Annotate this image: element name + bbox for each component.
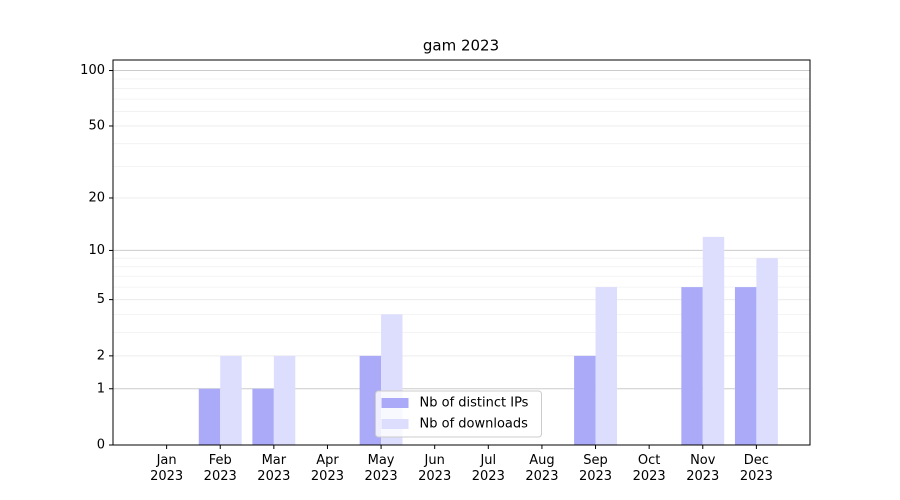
legend-box <box>375 390 542 438</box>
x-tick-label: Sep 2023 <box>578 453 613 484</box>
x-tick-label: May 2023 <box>364 453 398 484</box>
bar <box>273 355 296 445</box>
y-tick-label: 20 <box>88 190 105 205</box>
chart-title: gam 2023 <box>423 37 499 55</box>
bar <box>756 258 778 445</box>
y-tick-label: 10 <box>88 243 105 258</box>
x-tick-label: Aug 2023 <box>525 453 559 484</box>
bar <box>198 388 221 445</box>
plot-frame <box>112 59 811 446</box>
bar <box>681 287 703 445</box>
bar <box>574 355 596 445</box>
y-tick-label: 100 <box>80 63 105 78</box>
x-tick-label: Dec 2023 <box>739 453 773 484</box>
x-tick-label: Apr 2023 <box>310 453 344 484</box>
bar <box>702 236 725 445</box>
legend-swatch <box>381 419 409 429</box>
y-tick-label: 5 <box>97 292 105 307</box>
y-tick-label: 1 <box>97 381 105 396</box>
bar <box>595 287 617 445</box>
y-tick-label: 50 <box>88 118 105 133</box>
x-tick-label: Feb 2023 <box>203 453 237 484</box>
y-tick-label: 0 <box>97 438 105 453</box>
legend-label: Nb of distinct IPs <box>420 396 529 411</box>
y-tick-label: 2 <box>97 348 105 363</box>
legend-label: Nb of downloads <box>420 417 529 432</box>
x-tick-label: Jun 2023 <box>418 453 452 484</box>
bar <box>220 355 242 445</box>
x-tick-label: Oct 2023 <box>632 453 666 484</box>
x-tick-label: Jan 2023 <box>150 453 184 484</box>
legend-swatch <box>381 398 409 408</box>
bar <box>252 388 274 445</box>
x-tick-label: Jul 2023 <box>471 453 505 484</box>
x-tick-label: Nov 2023 <box>686 453 720 484</box>
bar <box>734 287 757 445</box>
x-tick-label: Mar 2023 <box>257 453 291 484</box>
